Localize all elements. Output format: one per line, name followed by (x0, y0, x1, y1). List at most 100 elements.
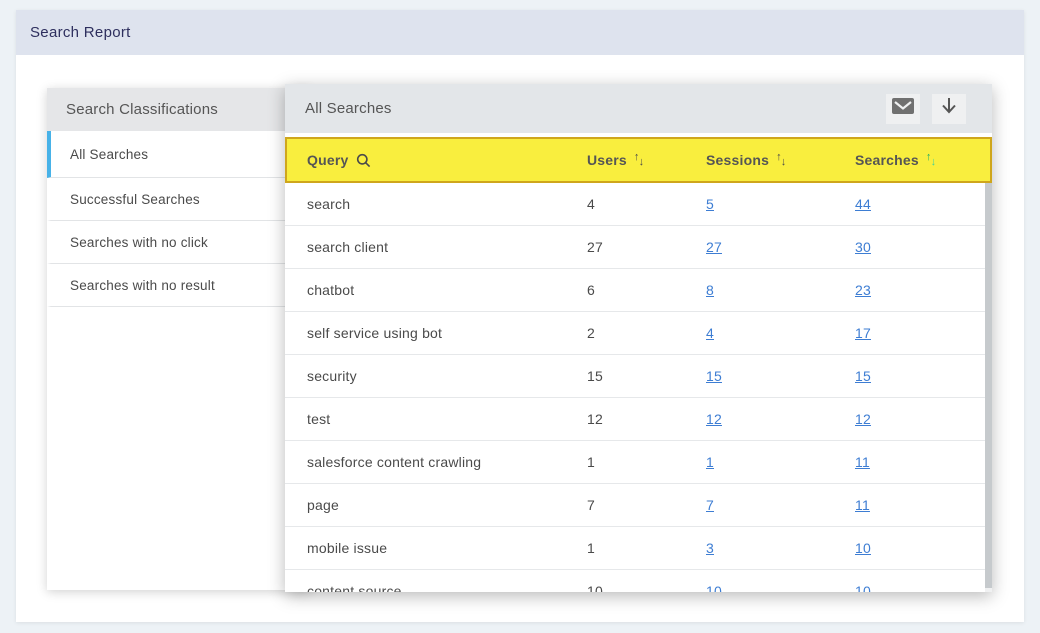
table-row: search client 27 27 30 (285, 226, 992, 269)
sessions-link[interactable]: 3 (706, 540, 714, 556)
table-row: security 15 15 15 (285, 355, 992, 398)
searches-link[interactable]: 23 (855, 282, 871, 298)
searches-link[interactable]: 15 (855, 368, 871, 384)
sidebar-item-searches-with-no-click[interactable]: Searches with no click (47, 221, 310, 264)
sessions-link[interactable]: 12 (706, 411, 722, 427)
users-cell: 7 (587, 497, 595, 513)
query-cell: content source (307, 583, 402, 592)
page-title: Search Report (30, 24, 131, 41)
searches-cell: 11 (855, 497, 992, 513)
sessions-link[interactable]: 7 (706, 497, 714, 513)
sessions-link[interactable]: 4 (706, 325, 714, 341)
searches-cell: 10 (855, 540, 992, 556)
users-cell: 15 (587, 368, 603, 384)
column-header-sessions[interactable]: Sessions ↑ ↓ (706, 151, 787, 168)
searches-link[interactable]: 30 (855, 239, 871, 255)
sort-icon[interactable]: ↑ ↓ (633, 151, 645, 168)
query-cell: mobile issue (307, 540, 388, 556)
panel-title: All Searches (305, 100, 392, 117)
searches-link[interactable]: 44 (855, 196, 871, 212)
searches-link[interactable]: 11 (855, 497, 870, 513)
column-header-query[interactable]: Query (287, 152, 587, 168)
search-icon[interactable] (356, 153, 371, 168)
sessions-link[interactable]: 8 (706, 282, 714, 298)
table-body: search 4 5 44 search client 27 27 30 cha… (285, 183, 992, 592)
sessions-link[interactable]: 27 (706, 239, 722, 255)
users-cell: 2 (587, 325, 595, 341)
query-cell: security (307, 368, 357, 384)
query-cell: self service using bot (307, 325, 443, 341)
searches-link[interactable]: 10 (855, 540, 871, 556)
search-report-card: Search Report Search Classifications All… (16, 10, 1024, 622)
column-header-users[interactable]: Users ↑ ↓ (587, 151, 645, 168)
searches-cell: 30 (855, 239, 992, 255)
searches-cell: 23 (855, 282, 992, 298)
download-icon (940, 97, 958, 120)
mail-icon (892, 98, 914, 119)
sessions-cell: 1 (706, 454, 855, 470)
sessions-link[interactable]: 10 (706, 583, 722, 592)
users-cell: 4 (587, 196, 595, 212)
searches-cell: 10 (855, 583, 992, 592)
users-cell: 10 (587, 583, 603, 592)
searches-link[interactable]: 11 (855, 454, 870, 470)
sidebar-item-list: All Searches Successful Searches Searche… (47, 131, 310, 307)
sessions-cell: 27 (706, 239, 855, 255)
table-row: test 12 12 12 (285, 398, 992, 441)
sort-icon[interactable]: ↑ ↓ (776, 151, 787, 168)
table-row: content source 10 10 10 (285, 570, 992, 592)
table-row: salesforce content crawling 1 1 11 (285, 441, 992, 484)
users-cell: 12 (587, 411, 603, 427)
table-row: chatbot 6 8 23 (285, 269, 992, 312)
searches-cell: 11 (855, 454, 992, 470)
query-cell: chatbot (307, 282, 355, 298)
sidebar-header: Search Classifications (47, 88, 310, 131)
email-report-button[interactable] (886, 93, 920, 124)
all-searches-panel: All Searches (285, 84, 992, 592)
sidebar-item-all-searches[interactable]: All Searches (47, 131, 310, 178)
searches-link[interactable]: 12 (855, 411, 871, 427)
sessions-cell: 4 (706, 325, 855, 341)
sessions-cell: 12 (706, 411, 855, 427)
table-row: mobile issue 1 3 10 (285, 527, 992, 570)
column-header-searches[interactable]: Searches ↑ ↓ (855, 151, 937, 168)
table-row: search 4 5 44 (285, 183, 992, 226)
searches-cell: 44 (855, 196, 992, 212)
query-cell: test (307, 411, 331, 427)
sessions-cell: 5 (706, 196, 855, 212)
searches-cell: 17 (855, 325, 992, 341)
query-cell: search client (307, 239, 389, 255)
scrollbar-thumb[interactable] (985, 183, 992, 588)
sort-icon-active[interactable]: ↑ ↓ (925, 151, 937, 168)
searches-link[interactable]: 17 (855, 325, 871, 341)
sessions-link[interactable]: 15 (706, 368, 722, 384)
report-header-bar: Search Report (16, 10, 1024, 55)
vertical-scrollbar[interactable] (985, 183, 992, 592)
panel-header: All Searches (285, 84, 992, 133)
sessions-cell: 8 (706, 282, 855, 298)
sessions-link[interactable]: 5 (706, 196, 714, 212)
download-report-button[interactable] (932, 93, 966, 124)
searches-cell: 12 (855, 411, 992, 427)
sidebar-item-searches-with-no-result[interactable]: Searches with no result (47, 264, 310, 307)
table-header-row: Query Users ↑ ↓ Sessions ↑ ↓ Searches ↑ ↓ (285, 137, 992, 183)
sessions-cell: 3 (706, 540, 855, 556)
query-cell: page (307, 497, 339, 513)
table-rows: search 4 5 44 search client 27 27 30 cha… (285, 183, 992, 592)
sidebar-item-successful-searches[interactable]: Successful Searches (47, 178, 310, 221)
sessions-cell: 7 (706, 497, 855, 513)
search-classifications-panel: Search Classifications All Searches Succ… (47, 88, 310, 590)
users-cell: 1 (587, 454, 595, 470)
table-row: self service using bot 2 4 17 (285, 312, 992, 355)
users-cell: 6 (587, 282, 595, 298)
query-cell: search (307, 196, 351, 212)
sessions-link[interactable]: 1 (706, 454, 714, 470)
query-cell: salesforce content crawling (307, 454, 482, 470)
searches-link[interactable]: 10 (855, 583, 871, 592)
searches-cell: 15 (855, 368, 992, 384)
table-row: page 7 7 11 (285, 484, 992, 527)
users-cell: 27 (587, 239, 603, 255)
users-cell: 1 (587, 540, 595, 556)
sessions-cell: 10 (706, 583, 855, 592)
sessions-cell: 15 (706, 368, 855, 384)
